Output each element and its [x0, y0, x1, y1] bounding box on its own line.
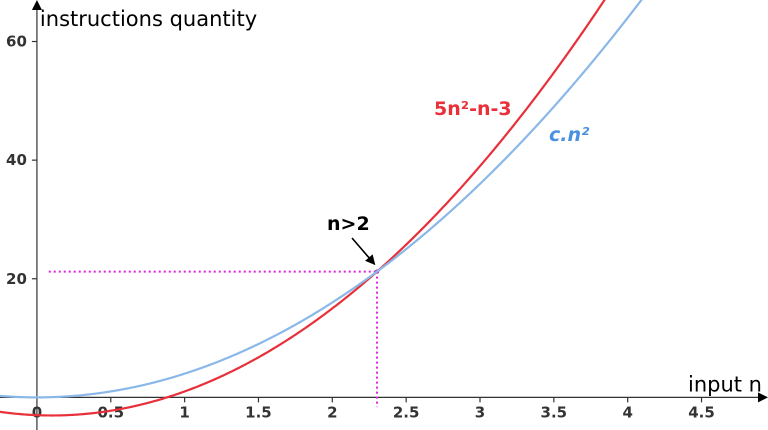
labels: instructions quantity input n 5n²-n-3 c.n² n… [40, 7, 762, 396]
y-tick-label: 40 [6, 151, 27, 169]
x-tick-label: 1 [179, 403, 189, 421]
x-tick-label: 1.5 [245, 403, 272, 421]
annotation-label: n>2 [327, 213, 370, 235]
series-label-1: 5n²-n-3 [434, 98, 512, 120]
x-tick-label: 4.5 [688, 403, 715, 421]
x-axis-title: input n [688, 372, 762, 396]
curves [0, 0, 643, 417]
x-tick-label: 3.5 [541, 403, 568, 421]
x-tick-label: 4 [622, 403, 632, 421]
y-tick-label: 60 [6, 33, 27, 51]
x-tick-label: 0.5 [97, 403, 124, 421]
series-label-2: c.n² [549, 124, 590, 146]
series-line-1 [0, 0, 606, 417]
intersection-guides [48, 269, 380, 407]
x-tick-label: 2 [327, 403, 337, 421]
x-tick-label: 3 [475, 403, 485, 421]
annotation-arrow [351, 237, 376, 266]
y-tick-label: 20 [6, 270, 27, 288]
x-tick-label: 2.5 [393, 403, 420, 421]
x-tick-label: 0 [32, 403, 42, 421]
tick-labels: 0 0.5 1 1.5 2 2.5 3 3.5 4 4.5 20 40 60 [6, 33, 715, 422]
series-line-2 [0, 0, 643, 399]
y-axis-title: instructions quantity [40, 7, 257, 31]
